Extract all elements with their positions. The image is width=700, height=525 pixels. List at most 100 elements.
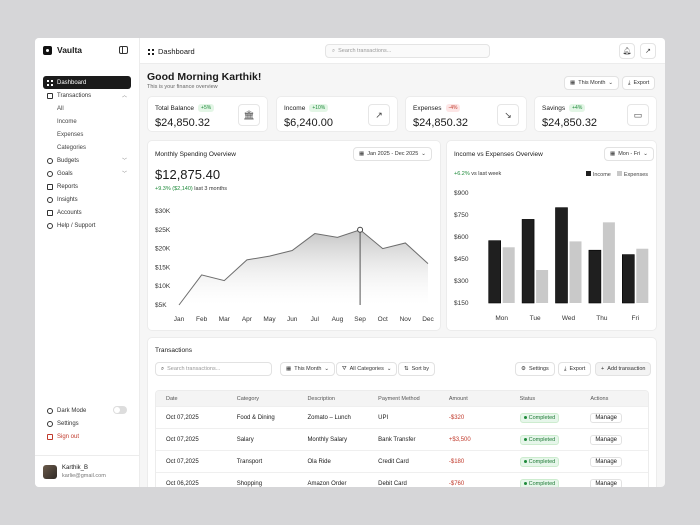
sidebar-item-settings[interactable]: Settings [43,417,131,430]
cell-actions: Manage [580,412,648,423]
kpi-label: Income [284,104,306,112]
sidebar-item-label: Goals [57,170,73,177]
hover-point[interactable] [357,226,364,233]
table-row[interactable]: Oct 06,2025 Shopping Amazon Order Debit … [156,472,648,487]
kpi-total-balance: Total Balance +5% $24,850.32 🏛︎ [147,96,268,132]
income-expenses-bar-chart: $150 $300 $450 $600 $750 $900 Mon Tue Wed Thu Fri [454,190,649,322]
transactions-search-input[interactable]: ⌕ Search transactions... [155,362,272,376]
bar-income[interactable] [555,207,568,304]
y-tick-label: $600 [454,234,469,241]
dark-mode-toggle[interactable] [113,406,127,414]
add-transaction-button[interactable]: + Add transaction [595,362,652,376]
table-row[interactable]: Oct 07,2025 Food & Dining Zomato – Lunch… [156,406,648,428]
status-badge: Completed [519,434,560,445]
bar-expenses[interactable] [536,270,549,303]
transactions-table: Date Category Description Payment Method… [155,390,649,487]
export-button[interactable]: ⤓ Export [622,76,656,90]
column-header-date[interactable]: Date [166,395,178,402]
week-range-select[interactable]: ▦ Mon - Fri ⌄ [604,147,654,161]
search-icon: ⌕ [332,47,336,54]
cell-amount: -$760 [448,480,465,487]
table-row[interactable]: Oct 07,2025 Salary Monthly Salary Bank T… [156,428,648,450]
column-header-payment-method[interactable]: Payment Method [378,395,420,402]
manage-button[interactable]: Manage [590,434,622,445]
export-label: Export [569,366,586,372]
column-header-amount[interactable]: Amount [448,395,468,402]
y-tick-label: $300 [454,278,469,285]
sidebar-toggle-icon[interactable] [119,46,128,54]
sidebar-subitem-all[interactable]: All [43,102,131,115]
bar-income[interactable] [622,254,635,304]
sidebar-item-help[interactable]: Help / Support [43,219,131,232]
table-header: Date Category Description Payment Method… [156,391,648,406]
category-filter-select[interactable]: ⛛ All Categories ⌄ [336,362,398,376]
legend-expenses: Expenses [616,171,648,178]
column-header-status[interactable]: Status [519,395,536,402]
sidebar-subitem-categories[interactable]: Categories [43,141,131,154]
cell-category: Food & Dining [236,414,275,421]
bar-expenses[interactable] [602,222,615,303]
sidebar-item-label: Budgets [57,157,80,164]
bar-income[interactable] [521,219,535,304]
table-export-button[interactable]: ⤓ Export [558,362,592,376]
moon-icon [47,407,53,414]
cell-category: Shopping [236,480,263,487]
manage-button[interactable]: Manage [590,412,622,423]
cell-description: Amazon Order [307,480,347,487]
x-tick-label: Fri [632,315,640,322]
cell-amount: -$320 [448,414,465,421]
cell-status: Completed [510,478,581,487]
table-row[interactable]: Oct 07,2025 Transport Ola Ride Credit Ca… [156,450,648,472]
column-header-category[interactable]: Category [236,395,260,402]
column-header-description[interactable]: Description [307,395,335,402]
kpi-income: Income +10% $6,240.00 ↗ [276,96,398,132]
spending-range-select[interactable]: ▦ Jan 2025 - Dec 2025 ⌄ [353,147,432,161]
add-label: Add transaction [607,366,646,372]
app-name: Vaulta [57,45,83,55]
chevron-down-icon: ⌄ [421,151,426,157]
sidebar-subitem-expenses[interactable]: Expenses [43,128,131,141]
kpi-label: Savings [542,104,566,112]
bar-expenses[interactable] [636,248,649,303]
sidebar-item-dashboard[interactable]: Dashboard [43,76,131,89]
brand[interactable]: Vaulta [43,45,82,55]
sidebar-item-insights[interactable]: Insights [43,193,131,206]
sidebar-item-transactions[interactable]: Transactions ︿ [43,89,131,102]
spending-total: $12,875.40 [155,167,221,182]
bar-expenses[interactable] [502,247,515,303]
bar-income[interactable] [588,249,602,304]
spending-delta: +9.3% ($2,140) last 3 months [155,186,227,192]
sign-out-button[interactable]: Sign out [43,430,131,443]
manage-button[interactable]: Manage [590,478,622,487]
notifications-button[interactable]: 🔔︎ [619,43,635,59]
sidebar-item-accounts[interactable]: Accounts [43,206,131,219]
manage-button[interactable]: Manage [590,456,622,467]
sort-button[interactable]: ⇅ Sort by [398,362,436,376]
search-input[interactable]: ⌕ Search transactions... [325,44,490,58]
kpi-label: Expenses [413,104,442,112]
period-select[interactable]: ▦ This Month ⌄ [564,76,620,90]
sidebar-subitem-income[interactable]: Income [43,115,131,128]
sidebar-item-budgets[interactable]: Budgets ﹀ [43,154,131,167]
transactions-period-select[interactable]: ▦ This Month ⌄ [280,362,336,376]
sidebar-bottom: Dark Mode Settings Sign out [43,404,131,443]
calendar-icon: ▦ [286,366,292,372]
sidebar-item-goals[interactable]: Goals ﹀ [43,167,131,180]
table-settings-button[interactable]: ⚙︎ Settings [515,362,555,376]
kpi-value: $24,850.32 [413,117,469,129]
sidebar-item-reports[interactable]: Reports [43,180,131,193]
cell-category: Salary [236,436,254,443]
cell-method: Bank Transfer [378,436,416,443]
bar-expenses[interactable] [569,241,582,303]
download-icon: ⤓ [564,365,567,372]
bar-income[interactable] [488,240,502,304]
kpi-value: $6,240.00 [284,117,333,129]
x-tick-label: Oct [378,316,388,323]
chevron-down-icon: ⌄ [608,80,614,86]
spending-area-chart: $5K $10K $15K $20K $25K $30K Jan Feb Mar Apr May Ju… [155,208,435,323]
kpi-expenses: Expenses -4% $24,850.32 ↘ [405,96,527,132]
user-profile[interactable]: Karthik_B karlie@gmail.com [35,455,140,487]
transactions-icon [47,92,53,99]
dark-mode-row: Dark Mode [43,404,131,417]
share-button[interactable]: ↗ [640,43,656,59]
